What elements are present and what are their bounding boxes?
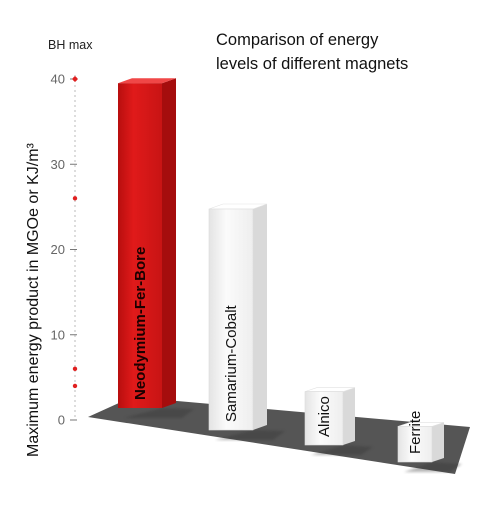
bar-front-face xyxy=(304,391,344,446)
y-axis-marker xyxy=(72,196,78,201)
bar-front-face xyxy=(118,83,162,408)
y-tick-label: 0 xyxy=(58,413,65,428)
bar-category-label: Neodymium-Fer-Bore xyxy=(132,247,149,400)
y-axis: 0 10 20 30 40 xyxy=(51,72,78,428)
bar-side-face xyxy=(343,387,355,445)
bar-1: Neodymium-Fer-Bore xyxy=(118,78,194,418)
chart-title-line-2: levels of different magnets xyxy=(216,55,408,73)
bar-front-face xyxy=(208,208,254,431)
y-axis-marker xyxy=(72,366,78,372)
bar-side-face xyxy=(253,204,267,430)
bar-shadow xyxy=(404,462,462,472)
y-tick-label: 30 xyxy=(51,157,65,172)
y-tick-label: 10 xyxy=(51,327,65,342)
bar-2: Samarium-Cobalt xyxy=(208,203,285,440)
bar-3: Alnico xyxy=(304,387,373,455)
y-axis-marker xyxy=(72,383,78,389)
bar-top-face xyxy=(118,78,176,84)
y-axis-marker xyxy=(72,76,78,82)
bar-category-label: Samarium-Cobalt xyxy=(223,304,240,422)
bar-front-face xyxy=(397,426,433,463)
bar-shadow xyxy=(311,445,373,455)
bar-side-face xyxy=(432,422,444,462)
bar-side-face xyxy=(162,78,176,408)
bar-4: Ferrite xyxy=(397,411,462,472)
chart-title-line-1: Comparison of energy xyxy=(216,31,379,49)
bar-shadow xyxy=(215,430,285,440)
bar-category-label: Ferrite xyxy=(407,411,424,454)
bar-category-label: Alnico xyxy=(316,396,333,437)
y-tick-label: 20 xyxy=(51,242,65,257)
bar-shadow xyxy=(124,408,194,418)
bars: Neodymium-Fer-Bore Samarium-Cobalt Alnico F… xyxy=(118,78,462,472)
y-axis-title: Maximum energy product in MGOe or KJ/m³ xyxy=(25,142,42,457)
bh-max-label: BH max xyxy=(48,38,93,52)
y-tick-label: 40 xyxy=(51,72,65,87)
